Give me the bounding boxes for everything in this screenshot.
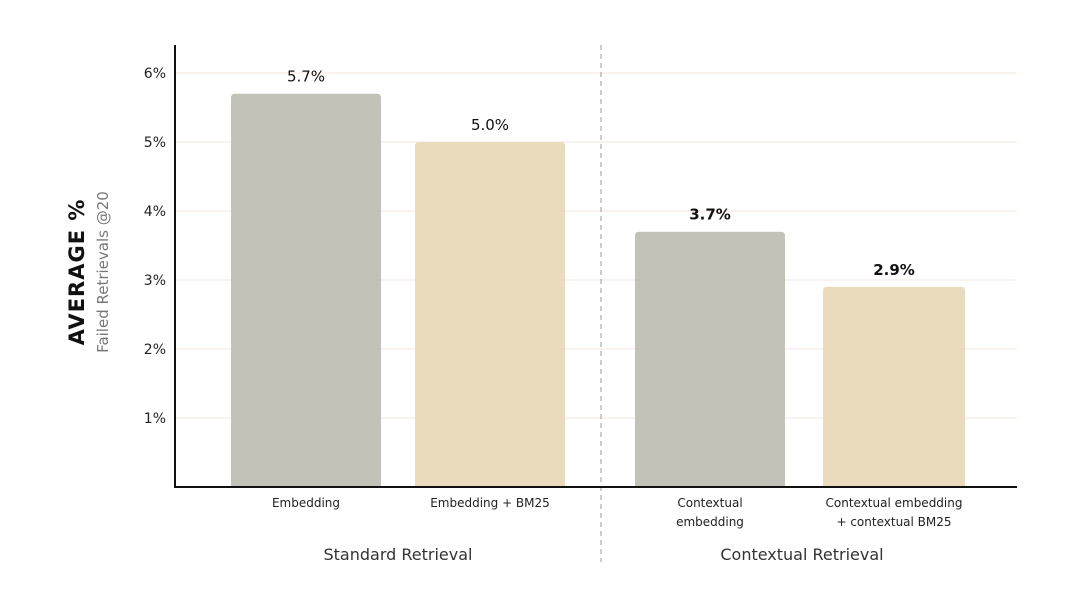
data-label: 2.9% xyxy=(873,261,915,279)
group-label: Standard Retrieval xyxy=(324,545,473,564)
y-tick-label: 6% xyxy=(144,66,166,82)
x-axis-labels: Embedding Embedding + BM25 Contextual embed… xyxy=(272,496,963,529)
y-axis-ticks: 1% 2% 3% 4% 5% 6% xyxy=(144,66,166,427)
y-axis-title: AVERAGE % xyxy=(65,199,89,346)
data-label: 5.7% xyxy=(287,68,325,86)
group-labels: Standard Retrieval Contextual Retrieval xyxy=(324,545,884,564)
x-tick-label: Embedding + BM25 xyxy=(430,496,550,510)
data-labels: 5.7% 5.0% 3.7% 2.9% xyxy=(287,68,915,279)
bar xyxy=(823,286,965,487)
x-tick-label: + contextual BM25 xyxy=(836,515,951,529)
x-tick-label: embedding xyxy=(676,515,744,529)
bar xyxy=(231,93,381,487)
bar xyxy=(415,142,565,487)
data-label: 5.0% xyxy=(471,116,509,134)
x-tick-label: Contextual xyxy=(677,496,742,510)
y-tick-label: 1% xyxy=(144,411,166,427)
y-tick-label: 4% xyxy=(144,204,166,220)
y-tick-label: 5% xyxy=(144,135,166,151)
bars xyxy=(231,93,965,487)
data-label: 3.7% xyxy=(689,206,731,224)
y-tick-label: 3% xyxy=(144,273,166,289)
bar xyxy=(635,231,785,487)
y-axis-subtitle: Failed Retrievals @20 xyxy=(94,191,112,353)
x-tick-label: Contextual embedding xyxy=(826,496,963,510)
x-tick-label: Embedding xyxy=(272,496,340,510)
y-tick-label: 2% xyxy=(144,342,166,358)
group-label: Contextual Retrieval xyxy=(720,545,883,564)
